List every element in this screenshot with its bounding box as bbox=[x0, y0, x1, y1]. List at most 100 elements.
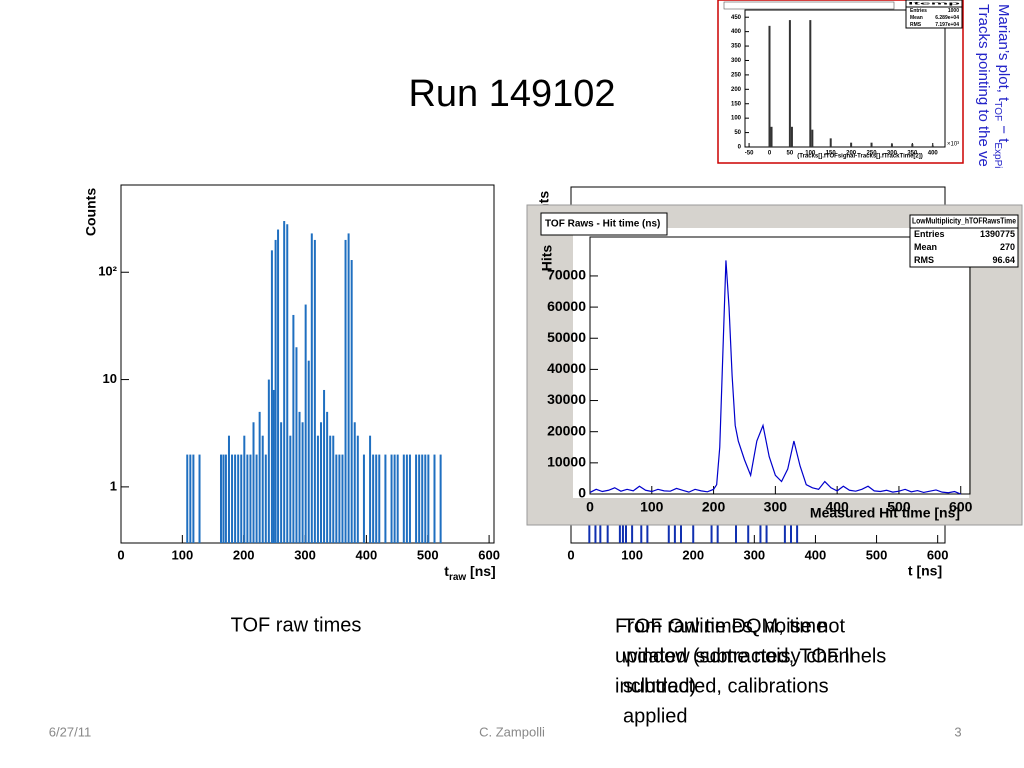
y-tick-label: 20000 bbox=[547, 422, 586, 438]
bar bbox=[384, 454, 387, 543]
text-part: [ns] bbox=[466, 563, 496, 579]
bar bbox=[418, 454, 421, 543]
y-tick-label: 1 bbox=[110, 478, 117, 493]
bar bbox=[252, 422, 255, 543]
bar bbox=[850, 142, 853, 147]
y-tick-label: 0 bbox=[738, 145, 742, 151]
text-part: raw bbox=[449, 572, 466, 583]
caption-line: applied bbox=[623, 705, 688, 727]
x-tick-label: 400 bbox=[825, 499, 849, 515]
bar bbox=[372, 454, 375, 543]
y-tick-label: 50 bbox=[734, 130, 741, 136]
stats-name: Mean bbox=[914, 242, 937, 252]
bar bbox=[335, 454, 338, 543]
bar bbox=[313, 239, 316, 544]
x-tick-label: 200 bbox=[702, 499, 726, 515]
stats-value: 1390775 bbox=[980, 229, 1015, 239]
bar bbox=[790, 126, 793, 147]
y-axis-label: Hits bbox=[539, 245, 555, 272]
bar bbox=[439, 454, 442, 543]
x-tick-label: 350 bbox=[907, 151, 918, 157]
bar bbox=[192, 454, 195, 543]
marian-plot: -50 0 50 100 150 200 250 300 350 4000501001502002… bbox=[717, 0, 964, 164]
x-multiplier: ×10³ bbox=[947, 142, 959, 148]
y-tick-label: 60000 bbox=[547, 298, 586, 314]
bar bbox=[270, 250, 273, 543]
bar bbox=[227, 435, 230, 543]
x-tick-label: 300 bbox=[294, 547, 316, 562]
footer-page: 3 bbox=[954, 724, 961, 739]
stats-title: LowMultiplicity_hTOFRawsTime bbox=[912, 217, 1016, 226]
stats-value: 270 bbox=[1000, 242, 1015, 252]
x-tick-label: 300 bbox=[764, 499, 788, 515]
bar bbox=[224, 454, 227, 543]
y-tick-label: 70000 bbox=[547, 267, 586, 283]
x-tick-label: 300 bbox=[887, 151, 898, 157]
bar bbox=[277, 229, 280, 544]
bar bbox=[347, 233, 350, 543]
text-part: ExpPi bbox=[992, 142, 1003, 168]
caption: TOF raw times bbox=[231, 614, 362, 636]
bar bbox=[378, 454, 381, 543]
x-tick-label: 50 bbox=[787, 151, 794, 157]
x-tick-label: 200 bbox=[233, 547, 255, 562]
bar bbox=[931, 145, 934, 147]
bar bbox=[267, 379, 270, 543]
bar bbox=[811, 129, 814, 147]
bar bbox=[189, 454, 192, 543]
bar bbox=[870, 142, 873, 147]
bar bbox=[280, 422, 283, 543]
x-axis-label: t [ns] bbox=[908, 563, 942, 579]
y-tick-label: 150 bbox=[731, 101, 742, 107]
x-tick-label: 400 bbox=[928, 151, 939, 157]
y-tick-label: 10000 bbox=[547, 454, 586, 470]
bar bbox=[369, 435, 372, 543]
stats-value: 1000 bbox=[948, 8, 959, 14]
x-tick-label: 100 bbox=[621, 547, 643, 562]
stats-name: Entries bbox=[914, 229, 945, 239]
caption-line: subtracted, calibrations bbox=[623, 675, 829, 697]
bar bbox=[341, 454, 344, 543]
y-tick-label: 50000 bbox=[547, 329, 586, 345]
caption-line: included) bbox=[615, 675, 696, 697]
bar bbox=[332, 435, 335, 543]
bar bbox=[222, 454, 225, 543]
x-tick-label: 600 bbox=[949, 499, 973, 515]
bar bbox=[890, 144, 893, 147]
bar bbox=[788, 20, 791, 148]
caption-line: updated (some noisy channels bbox=[615, 645, 886, 667]
bar bbox=[237, 454, 240, 543]
bar bbox=[261, 435, 264, 543]
x-tick-label: 250 bbox=[867, 151, 878, 157]
x-tick-label: 500 bbox=[887, 499, 911, 515]
plot-frame bbox=[744, 9, 946, 148]
bar bbox=[231, 454, 234, 543]
x-tick-label: 100 bbox=[171, 547, 193, 562]
x-tick-label: 600 bbox=[927, 547, 949, 562]
bar bbox=[255, 454, 258, 543]
annotation-line: Marian’s plot, tTOF − tExpPi bbox=[992, 4, 1012, 168]
y-tick-label: 200 bbox=[731, 87, 742, 93]
y-tick-label: 250 bbox=[731, 72, 742, 78]
x-tick-label: 200 bbox=[846, 151, 857, 157]
text-part: TOF bbox=[992, 101, 1003, 121]
x-tick-label: 0 bbox=[117, 547, 124, 562]
stats-name: Entries bbox=[910, 8, 927, 14]
y-tick-label: 100 bbox=[731, 116, 742, 122]
y-tick-label: 10² bbox=[98, 264, 117, 279]
annotation-line: Tracks pointing to the ve bbox=[975, 4, 992, 167]
bar bbox=[249, 454, 252, 543]
bar bbox=[415, 454, 418, 543]
bar bbox=[768, 25, 771, 147]
y-tick-label: 0 bbox=[578, 485, 586, 501]
x-tick-label: 150 bbox=[826, 151, 837, 157]
x-tick-label: 400 bbox=[356, 547, 378, 562]
y-tick-label: 30000 bbox=[547, 391, 586, 407]
captions: TOF raw times From raw times, noise not up… bbox=[231, 614, 887, 727]
bar bbox=[408, 454, 411, 543]
bar bbox=[427, 454, 430, 543]
y-tick-label: 450 bbox=[731, 15, 742, 21]
bar bbox=[809, 20, 812, 148]
bar bbox=[272, 389, 275, 543]
